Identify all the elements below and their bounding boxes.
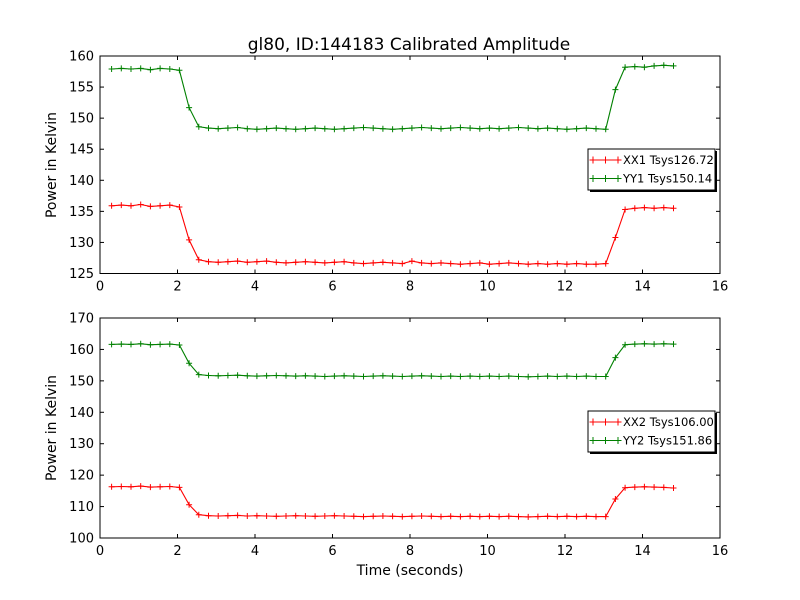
x-tick-label: 16: [712, 544, 729, 559]
series-markers-yy2: [108, 340, 677, 380]
x-tick-label: 8: [406, 280, 414, 295]
figure-title: gl80, ID:144183 Calibrated Amplitude: [248, 35, 570, 55]
legend: XX2 Tsys106.00 YY2 Tsys151.86: [587, 410, 717, 454]
y-tick-label: 130: [69, 437, 94, 452]
legend: XX1 Tsys126.72 YY1 Tsys150.14: [587, 148, 717, 192]
legend-entry-label: YY2 Tsys151.86: [622, 434, 712, 448]
x-tick-label: 14: [634, 280, 651, 295]
axes-layer: 0 2 4 6 8 10 12 14 16125130135140145150155160XX1…: [69, 50, 728, 560]
series-line-yy2: [111, 343, 674, 378]
y-tick-label: 170: [69, 312, 94, 327]
y-tick-label: 135: [69, 205, 94, 220]
series-markers-xx1: [108, 201, 677, 268]
x-tick-label: 2: [173, 544, 181, 559]
y-tick-label: 150: [69, 374, 94, 389]
x-tick-label: 0: [96, 544, 104, 559]
y-axis-label-bottom: Power in Kelvin: [44, 375, 60, 481]
series-markers-xx2: [108, 483, 677, 520]
y-tick-label: 155: [69, 81, 94, 96]
legend-box: [587, 148, 716, 191]
y-tick-label: 150: [69, 112, 94, 127]
x-tick-label: 14: [634, 544, 651, 559]
y-tick-label: 140: [69, 406, 94, 421]
legend-box: [587, 410, 716, 453]
x-tick-label: 6: [328, 544, 336, 559]
x-tick-label: 4: [251, 280, 259, 295]
y-axis-label-top: Power in Kelvin: [44, 112, 60, 218]
y-tick-label: 140: [69, 174, 94, 189]
axes-1: 0 2 4 6 8 10 12 14 16 125 130 135 140 145 150 155 160 XX1…: [69, 50, 728, 295]
x-axis-label: Time (seconds): [356, 563, 464, 579]
legend-sample-markers: [589, 156, 622, 164]
x-tick-label: 6: [328, 280, 336, 295]
axes-2: 0 2 4 6 8 10 12 14 16 100 110 120 130 140 150 160 170 XX2…: [69, 312, 728, 560]
x-tick-label: 12: [557, 280, 574, 295]
y-tick-label: 130: [69, 236, 94, 251]
legend-sample-markers: [589, 437, 622, 444]
y-tick-label: 160: [69, 343, 94, 358]
x-tick-label: 0: [96, 280, 104, 295]
y-tick-label: 120: [69, 469, 94, 484]
x-tick-label: 2: [173, 280, 181, 295]
series-line-xx1: [111, 203, 674, 265]
legend-sample-markers: [589, 175, 622, 182]
legend-entry-label: XX2 Tsys106.00: [623, 415, 714, 429]
legend-entry-label: XX1 Tsys126.72: [623, 153, 714, 167]
series-line-yy1: [111, 64, 674, 130]
series-markers-yy1: [108, 62, 677, 133]
y-tick-label: 160: [69, 50, 94, 65]
x-tick-label: 4: [251, 544, 259, 559]
legend-entry-label: YY1 Tsys150.14: [622, 172, 712, 186]
legend-sample-markers: [589, 418, 622, 426]
y-tick-label: 100: [69, 532, 94, 547]
y-tick-label: 110: [69, 500, 94, 515]
x-tick-label: 16: [712, 280, 729, 295]
series-line-xx2: [111, 485, 674, 518]
x-tick-label: 10: [479, 280, 496, 295]
x-tick-label: 10: [479, 544, 496, 559]
y-tick-label: 125: [69, 267, 94, 282]
y-tick-label: 145: [69, 143, 94, 158]
x-tick-label: 8: [406, 544, 414, 559]
x-tick-label: 12: [557, 544, 574, 559]
